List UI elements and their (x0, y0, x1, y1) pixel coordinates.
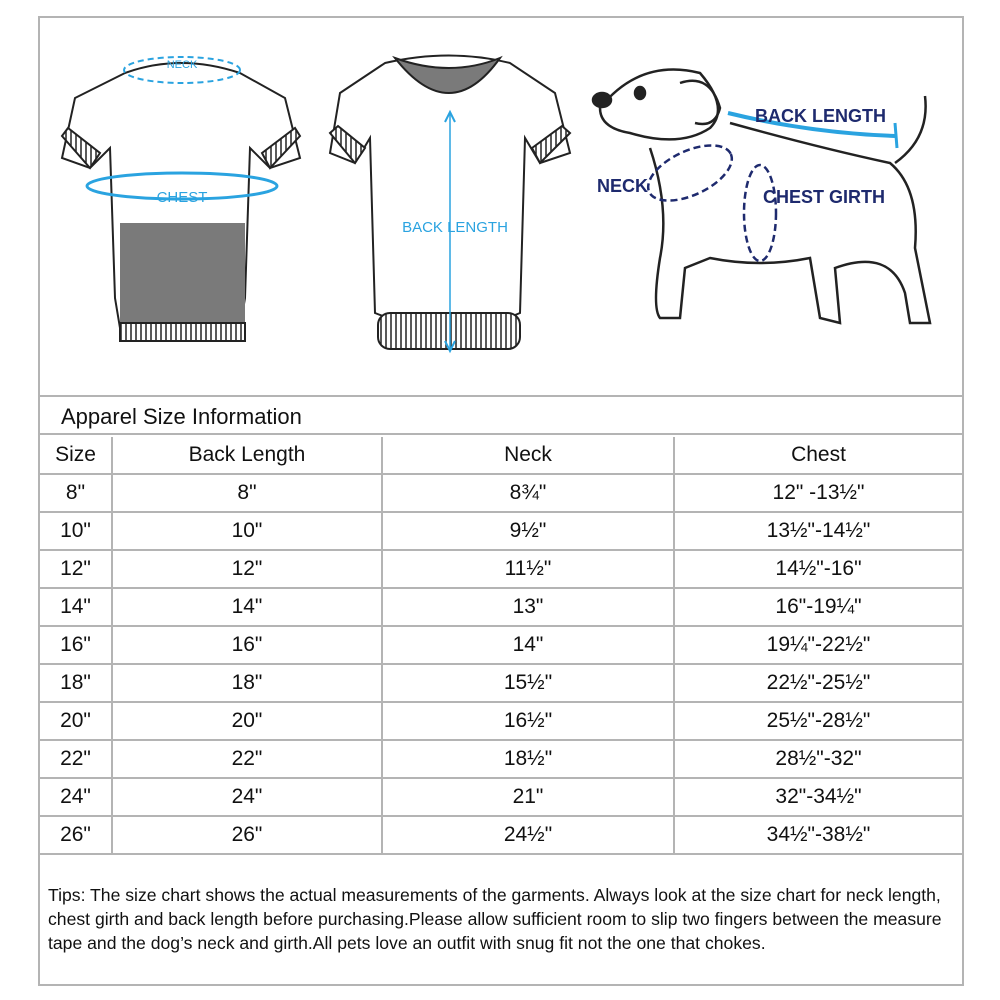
cell-chest: 19¼"-22½" (673, 625, 962, 665)
size-table: Size Back Length Neck Chest 8" 8" 8¾" 12" -… (40, 437, 962, 855)
table-title: Apparel Size Information (40, 397, 962, 435)
cell-back-length: 22" (111, 739, 383, 779)
table-row: 8" 8" 8¾" 12" -13½" (40, 473, 962, 513)
chest-label: CHEST (157, 189, 208, 206)
table-row: 12" 12" 11½" 14½"-16" (40, 549, 962, 589)
cell-back-length: 18" (111, 663, 383, 703)
cell-back-length: 24" (111, 777, 383, 817)
cell-back-length: 26" (111, 815, 383, 855)
cell-neck: 9½" (381, 511, 675, 551)
cell-neck: 18½" (381, 739, 675, 779)
shirt-front-illustration: BACK LENGTH (328, 54, 572, 354)
header-back-length: Back Length (111, 437, 383, 475)
cell-neck: 8¾" (381, 473, 675, 513)
table-row: 18" 18" 15½" 22½"-25½" (40, 663, 962, 703)
table-row: 20" 20" 16½" 25½"-28½" (40, 701, 962, 741)
cell-back-length: 10" (111, 511, 383, 551)
dog-back-length-label: BACK LENGTH (755, 106, 886, 126)
cell-chest: 14½"-16" (673, 549, 962, 589)
cell-chest: 16"-19¼" (673, 587, 962, 627)
cell-neck: 11½" (381, 549, 675, 589)
cell-chest: 32"-34½" (673, 777, 962, 817)
table-row: 16" 16" 14" 19¼"-22½" (40, 625, 962, 665)
header-chest: Chest (673, 437, 962, 475)
table-row: 14" 14" 13" 16"-19¼" (40, 587, 962, 627)
cell-chest: 25½"-28½" (673, 701, 962, 741)
table-header-row: Size Back Length Neck Chest (40, 437, 962, 475)
tips-text: Tips: The size chart shows the actual me… (48, 885, 942, 953)
cell-back-length: 16" (111, 625, 383, 665)
cell-size: 14" (40, 587, 113, 627)
cell-neck: 16½" (381, 701, 675, 741)
neck-label: NECK (167, 59, 198, 71)
cell-chest: 34½"-38½" (673, 815, 962, 855)
cell-chest: 28½"-32" (673, 739, 962, 779)
cell-neck: 14" (381, 625, 675, 665)
cell-size: 22" (40, 739, 113, 779)
table-row: 24" 24" 21" 32"-34½" (40, 777, 962, 817)
table-row: 10" 10" 9½" 13½"-14½" (40, 511, 962, 551)
cell-back-length: 20" (111, 701, 383, 741)
cell-back-length: 14" (111, 587, 383, 627)
cell-neck: 15½" (381, 663, 675, 703)
dog-neck-label: NECK (597, 176, 648, 196)
cell-size: 20" (40, 701, 113, 741)
cell-size: 24" (40, 777, 113, 817)
illustration-panel: NECK CHEST BACK LENGTH (40, 18, 962, 397)
cell-chest: 22½"-25½" (673, 663, 962, 703)
header-neck: Neck (381, 437, 675, 475)
cell-neck: 21" (381, 777, 675, 817)
table-row: 26" 26" 24½" 34½"-38½" (40, 815, 962, 855)
header-size: Size (40, 437, 113, 475)
cell-back-length: 12" (111, 549, 383, 589)
cell-chest: 12" -13½" (673, 473, 962, 513)
dog-illustration: BACK LENGTH NECK CHEST GIRTH (591, 68, 932, 325)
cell-size: 12" (40, 549, 113, 589)
dog-chest-girth-label: CHEST GIRTH (763, 187, 885, 207)
cell-neck: 24½" (381, 815, 675, 855)
cell-back-length: 8" (111, 473, 383, 513)
cell-neck: 13" (381, 587, 675, 627)
cell-size: 10" (40, 511, 113, 551)
cell-size: 16" (40, 625, 113, 665)
cell-size: 8" (40, 473, 113, 513)
cell-chest: 13½"-14½" (673, 511, 962, 551)
shirt-back-illustration: NECK CHEST (60, 56, 302, 342)
cell-size: 26" (40, 815, 113, 855)
cell-size: 18" (40, 663, 113, 703)
back-length-label: BACK LENGTH (402, 219, 508, 236)
table-row: 22" 22" 18½" 28½"-32" (40, 739, 962, 779)
size-chart: NECK CHEST BACK LENGTH (38, 16, 964, 986)
